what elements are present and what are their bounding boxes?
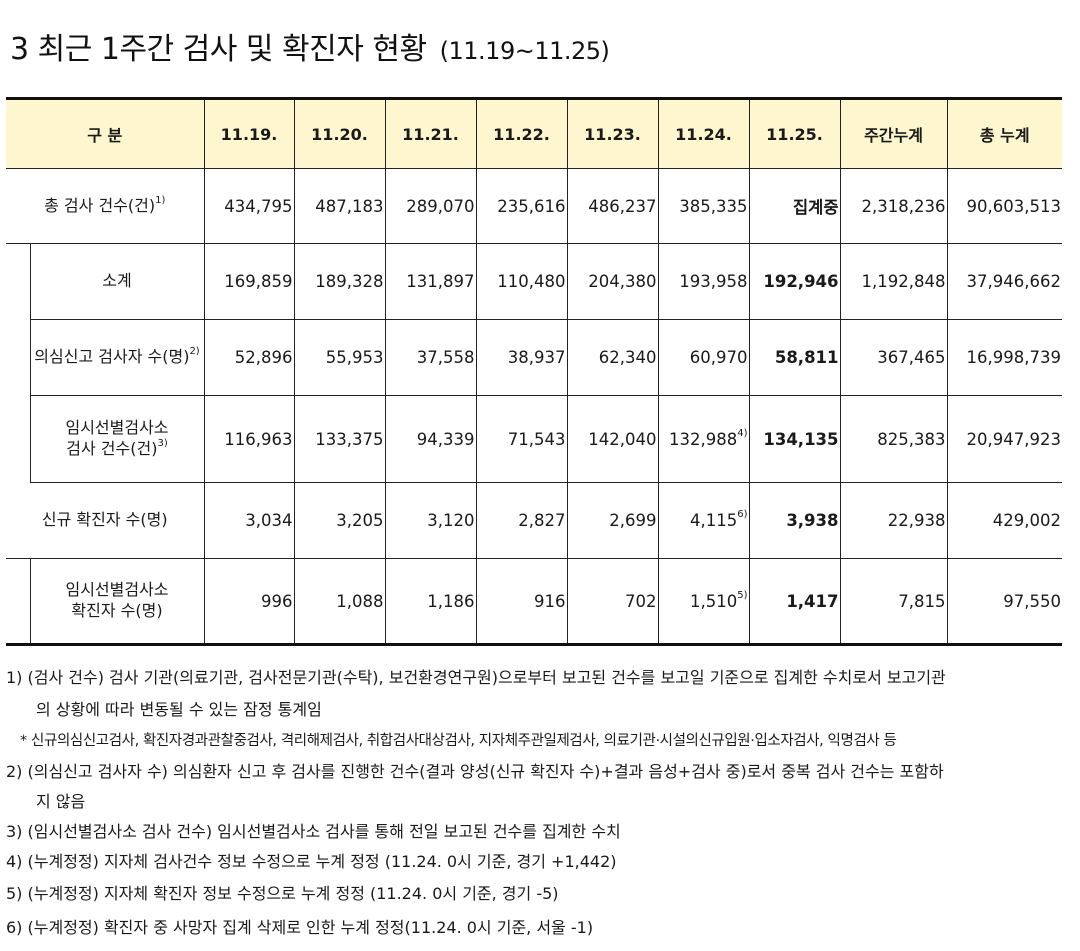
table-cell: 3,120	[384, 482, 477, 559]
table-cell: 116,963	[203, 395, 295, 483]
table-cell: 429,002	[946, 482, 1063, 559]
table-cell: 916	[475, 558, 568, 645]
table-cell: 37,558	[384, 319, 477, 396]
table-cell: 60,970	[657, 319, 750, 396]
table-row-suspected: 의심신고 검사자 수(명)2) 52,896 55,953 37,558 38,…	[6, 319, 1063, 396]
table-cell: 189,328	[293, 243, 386, 320]
table-cell: 385,335	[657, 168, 750, 244]
table-cell: 192,946	[748, 243, 841, 320]
table-cell: 169,859	[203, 243, 295, 320]
row-label-subtotal: 소계	[29, 243, 205, 320]
table-cell: 1,186	[384, 558, 477, 645]
table-cell: 55,953	[293, 319, 386, 396]
indent-cell	[6, 243, 31, 483]
table-cell: 1,088	[293, 558, 386, 645]
table-cell: 2,318,236	[839, 168, 948, 244]
table-cell: 289,070	[384, 168, 477, 244]
table-cell: 131,897	[384, 243, 477, 320]
table-cell: 110,480	[475, 243, 568, 320]
indent-cell	[6, 558, 31, 645]
table-cell: 486,237	[566, 168, 659, 244]
header-date: 11.24.	[657, 98, 750, 169]
header-date: 11.25.	[748, 98, 841, 169]
footnote-star: * 신규의심신고검사, 확진자경과관찰중검사, 격리해제검사, 취합검사대상검사…	[20, 733, 897, 749]
footnote-4: 4) (누계정정) 지자체 검사건수 정보 수정으로 누계 정정 (11.24.…	[6, 852, 617, 871]
table-cell: 235,616	[475, 168, 568, 244]
section-title: 3 최근 1주간 검사 및 확진자 현황 (11.19~11.25)	[10, 24, 610, 68]
row-label-temp-site-tests: 임시선별검사소 검사 건수(건)3)	[30, 395, 205, 483]
table-cell: 2,827	[475, 482, 568, 559]
footnote-2-continued: 지 않음	[36, 792, 86, 811]
table-cell: 1,192,848	[839, 243, 948, 320]
table-cell: 434,795	[203, 168, 295, 244]
table-cell: 367,465	[839, 319, 948, 396]
table-cell: 1,417	[748, 558, 841, 645]
table-cell: 20,947,923	[946, 395, 1063, 483]
footnote-3: 3) (임시선별검사소 검사 건수) 임시선별검사소 검사를 통해 전일 보고된…	[6, 822, 621, 841]
table-cell: 142,040	[566, 395, 659, 483]
table-cell: 90,603,513	[946, 168, 1063, 244]
header-date: 11.21.	[384, 98, 477, 169]
table-row-new-cases: 신규 확진자 수(명) 3,034 3,205 3,120 2,827 2,69…	[6, 482, 1063, 559]
table-cell: 3,938	[748, 482, 841, 559]
table-row-temp-site-tests: 임시선별검사소 검사 건수(건)3) 116,963 133,375 94,339…	[6, 395, 1063, 483]
footnote-5: 5) (누계정정) 지자체 확진자 정보 수정으로 누계 정정 (11.24. …	[6, 884, 559, 903]
table-cell: 16,998,739	[946, 319, 1063, 396]
table-cell: 825,383	[839, 395, 948, 483]
footnote-1-continued: 의 상황에 따라 변동될 수 있는 잠정 통계임	[36, 700, 322, 719]
table-cell: 193,958	[657, 243, 750, 320]
table-row-total-tests: 총 검사 건수(건)1) 434,795 487,183 289,070 235…	[6, 168, 1063, 244]
row-label-total-tests: 총 검사 건수(건)1)	[6, 168, 205, 244]
table-row-temp-site-cases: 임시선별검사소 확진자 수(명) 996 1,088 1,186 916 702 …	[6, 558, 1063, 645]
table-cell: 22,938	[839, 482, 948, 559]
table-cell: 97,550	[946, 558, 1063, 645]
table-cell: 204,380	[566, 243, 659, 320]
test-and-cases-table: 구 분 11.19. 11.20. 11.21. 11.22. 11.23. 1…	[6, 97, 1063, 646]
table-cell: 38,937	[475, 319, 568, 396]
table-header-row: 구 분 11.19. 11.20. 11.21. 11.22. 11.23. 1…	[6, 98, 1063, 169]
header-weekly-total: 주간누계	[839, 98, 948, 169]
footnote-1: 1) (검사 건수) 검사 기관(의료기관, 검사전문기관(수탁), 보건환경연…	[6, 668, 946, 687]
section-title-main: 3 최근 1주간 검사 및 확진자 현황	[10, 32, 427, 67]
header-date: 11.20.	[293, 98, 386, 169]
table-cell-status: 집계중	[748, 168, 841, 244]
table-row-subtotal: 소계 169,859 189,328 131,897 110,480 204,3…	[6, 243, 1063, 483]
table-cell: 2,699	[566, 482, 659, 559]
row-label-suspected: 의심신고 검사자 수(명)2)	[30, 319, 205, 396]
table-cell-corrected: 4,1156)	[657, 482, 750, 559]
table-cell: 134,135	[748, 395, 841, 483]
footnote-6: 6) (누계정정) 확진자 중 사망자 집계 삭제로 인한 누계 정정(11.2…	[6, 918, 594, 937]
row-label-temp-site-cases: 임시선별검사소 확진자 수(명)	[29, 558, 205, 645]
table-cell-corrected: 132,9884)	[657, 395, 750, 483]
table-cell: 487,183	[293, 168, 386, 244]
table-cell: 3,205	[293, 482, 386, 559]
header-date: 11.22.	[475, 98, 568, 169]
table-cell: 37,946,662	[946, 243, 1063, 320]
table-cell: 996	[203, 558, 295, 645]
table-cell: 133,375	[293, 395, 386, 483]
header-category: 구 분	[6, 98, 205, 169]
header-date: 11.19.	[203, 98, 295, 169]
table-cell-corrected: 1,5105)	[657, 558, 750, 645]
table-cell: 62,340	[566, 319, 659, 396]
table-cell: 52,896	[203, 319, 295, 396]
footnote-2: 2) (의심신고 검사자 수) 의심환자 신고 후 검사를 진행한 건수(결과 …	[6, 762, 944, 781]
header-grand-total: 총 누계	[946, 98, 1063, 169]
table-cell: 58,811	[748, 319, 841, 396]
row-label-new-cases: 신규 확진자 수(명)	[6, 482, 205, 559]
table-cell: 94,339	[384, 395, 477, 483]
table-cell: 71,543	[475, 395, 568, 483]
table-cell: 702	[566, 558, 659, 645]
table-cell: 3,034	[203, 482, 295, 559]
table-cell: 7,815	[839, 558, 948, 645]
header-date: 11.23.	[566, 98, 659, 169]
section-title-range: (11.19~11.25)	[439, 37, 610, 65]
